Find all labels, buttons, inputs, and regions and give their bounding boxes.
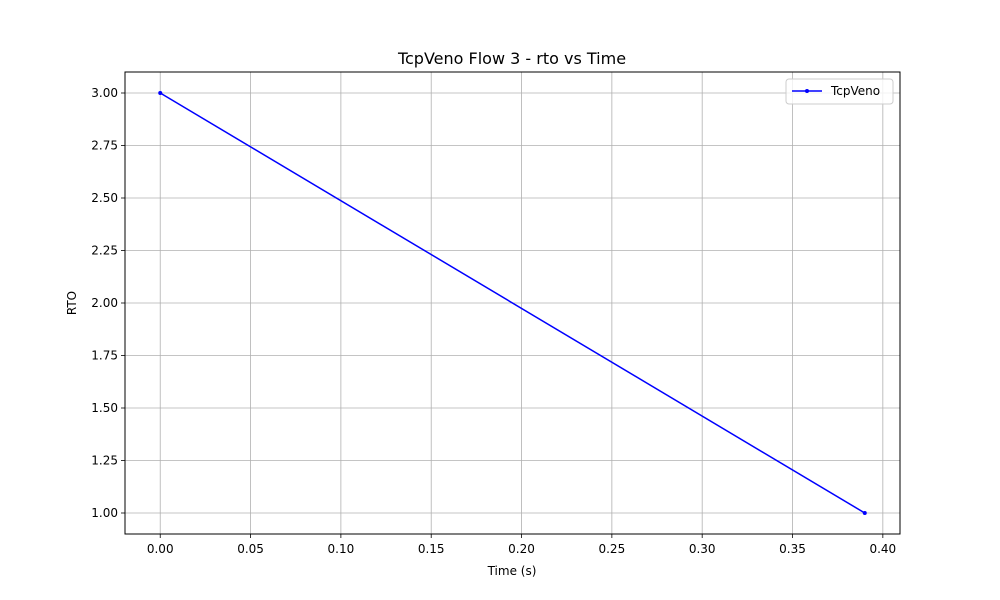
y-tick-label: 2.25 (91, 244, 118, 258)
x-tick-label: 0.15 (418, 542, 445, 556)
legend: TcpVeno (785, 78, 894, 105)
y-tick-label: 3.00 (91, 86, 118, 100)
x-tick-label: 0.35 (779, 542, 806, 556)
y-tick-label: 2.50 (91, 191, 118, 205)
y-tick-label: 1.25 (91, 454, 118, 468)
y-axis-label: RTO (65, 291, 79, 315)
y-tick-label: 2.00 (91, 296, 118, 310)
x-tick-label: 0.25 (598, 542, 625, 556)
x-tick-label: 0.20 (508, 542, 535, 556)
x-axis-label: Time (s) (487, 564, 537, 578)
x-tick-label: 0.00 (147, 542, 174, 556)
ticks: 0.00 0.05 0.10 0.15 0.20 0.25 0.30 0.35 0.40 1.00… (91, 86, 896, 556)
x-tick-label: 0.05 (237, 542, 264, 556)
x-tick-label: 0.40 (869, 542, 896, 556)
data-point (862, 511, 867, 515)
y-tick-label: 1.50 (91, 401, 118, 415)
x-tick-label: 0.30 (689, 542, 716, 556)
y-tick-label: 1.75 (91, 349, 118, 363)
y-tick-label: 1.00 (91, 506, 118, 520)
data-point (158, 91, 163, 95)
x-tick-label: 0.10 (328, 542, 355, 556)
series-layer (158, 91, 867, 515)
series-line-tcpveno (159, 92, 866, 514)
y-tick-label: 2.75 (91, 139, 118, 153)
legend-marker-tcpveno (805, 89, 809, 93)
chart-title: TcpVeno Flow 3 - rto vs Time (397, 49, 626, 68)
legend-label-tcpveno: TcpVeno (830, 84, 880, 98)
legend-box (785, 78, 894, 105)
